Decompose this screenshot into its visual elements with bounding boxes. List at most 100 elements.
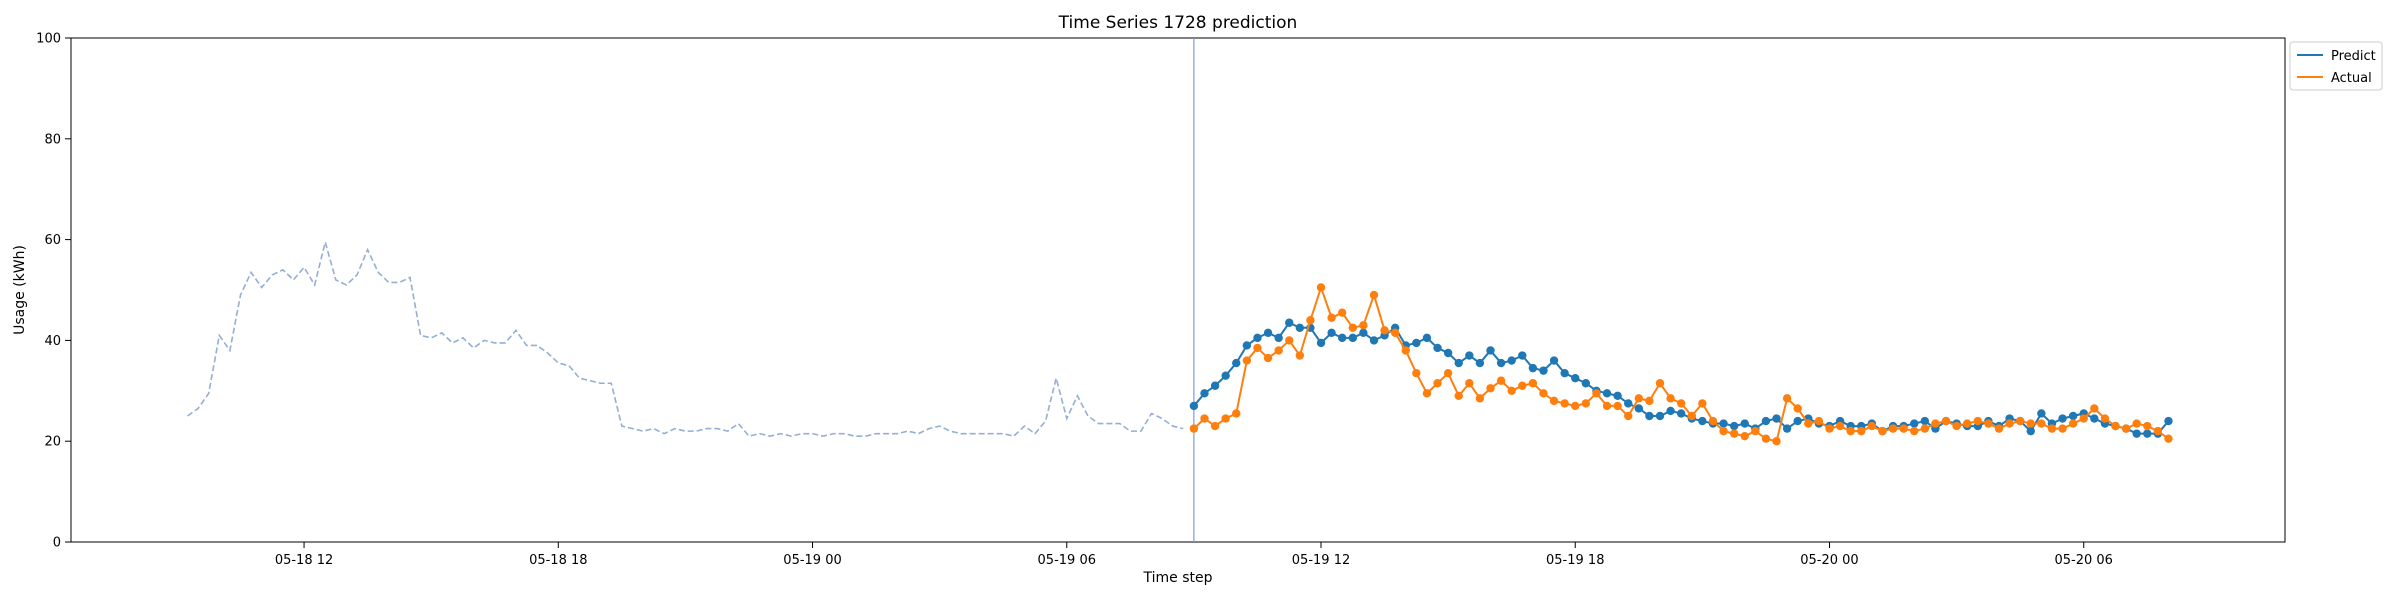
data-point-actual bbox=[1412, 368, 1421, 378]
data-point-predict bbox=[1263, 328, 1273, 338]
data-point-predict bbox=[1676, 409, 1686, 418]
chart-title: Time Series 1728 prediction bbox=[1058, 13, 1298, 33]
data-point-predict bbox=[1369, 336, 1379, 345]
data-point-actual bbox=[2164, 434, 2173, 443]
data-point-predict bbox=[1729, 421, 1739, 431]
data-point-predict bbox=[1454, 358, 1463, 368]
data-point-actual bbox=[1443, 368, 1453, 378]
data-point-actual bbox=[1200, 414, 1209, 423]
data-point-predict bbox=[1232, 358, 1241, 368]
data-point-actual bbox=[1496, 376, 1506, 385]
y-axis: 0 20 40 60 80 100 bbox=[36, 32, 71, 551]
data-point-actual bbox=[1422, 389, 1432, 398]
data-point-actual bbox=[1952, 421, 1961, 431]
data-point-predict bbox=[2037, 409, 2046, 418]
x-tick-label: 05-20 06 bbox=[2055, 553, 2113, 568]
data-point-actual bbox=[1295, 351, 1305, 360]
data-point-actual bbox=[1973, 416, 1982, 426]
data-point-predict bbox=[1338, 333, 1347, 343]
data-point-predict bbox=[1645, 411, 1654, 421]
data-point-actual bbox=[1221, 414, 1230, 423]
data-point-actual bbox=[2058, 424, 2067, 433]
data-point-predict bbox=[1761, 416, 1771, 426]
data-point-predict bbox=[1433, 343, 1442, 353]
x-axis: 05-18 12 05-18 18 05-19 00 05-19 06 05-19 12… bbox=[275, 542, 2113, 568]
data-point-predict bbox=[1496, 358, 1506, 368]
data-point-actual bbox=[1285, 336, 1294, 345]
y-tick-label: 100 bbox=[36, 32, 61, 47]
data-point-actual bbox=[1888, 424, 1898, 433]
history-layer bbox=[187, 238, 1184, 438]
data-point-actual bbox=[1549, 396, 1559, 406]
data-point-actual bbox=[1528, 379, 1538, 388]
data-point-actual bbox=[1454, 391, 1463, 401]
data-point-actual bbox=[1210, 421, 1220, 431]
data-point-actual bbox=[1539, 389, 1548, 398]
y-tick-label: 80 bbox=[44, 132, 61, 147]
data-point-predict bbox=[1221, 371, 1230, 380]
data-point-predict bbox=[1920, 416, 1930, 426]
data-point-predict bbox=[2143, 429, 2152, 438]
data-point-actual bbox=[1846, 426, 1855, 436]
data-point-predict bbox=[1359, 328, 1368, 338]
data-point-actual bbox=[1825, 424, 1834, 433]
data-point-predict bbox=[1507, 356, 1516, 365]
data-point-predict bbox=[1465, 351, 1474, 360]
data-point-predict bbox=[2164, 416, 2173, 426]
data-point-predict bbox=[1242, 341, 1252, 350]
y-axis-label: Usage (kWh) bbox=[12, 245, 28, 335]
data-point-actual bbox=[1189, 424, 1199, 433]
data-point-actual bbox=[1380, 326, 1389, 335]
data-point-predict bbox=[1740, 419, 1749, 428]
series-actual bbox=[1189, 283, 2173, 446]
data-point-predict bbox=[1316, 338, 1326, 348]
data-point-actual bbox=[2015, 416, 2025, 426]
data-point-actual bbox=[1369, 290, 1379, 300]
data-point-actual bbox=[1772, 437, 1781, 446]
data-point-actual bbox=[1729, 429, 1739, 438]
data-point-actual bbox=[1835, 421, 1845, 431]
data-point-actual bbox=[1232, 409, 1241, 418]
data-point-predict bbox=[1655, 411, 1665, 421]
data-point-predict bbox=[1782, 424, 1792, 433]
data-point-actual bbox=[1963, 419, 1972, 428]
data-point-actual bbox=[1327, 313, 1336, 322]
data-point-predict bbox=[1518, 351, 1527, 360]
data-point-actual bbox=[1274, 346, 1283, 355]
data-point-actual bbox=[1687, 411, 1696, 421]
data-point-actual bbox=[1592, 389, 1601, 398]
data-point-actual bbox=[1666, 394, 1675, 403]
data-point-actual bbox=[1507, 386, 1516, 395]
data-point-predict bbox=[2026, 426, 2035, 436]
data-point-predict bbox=[1624, 399, 1633, 408]
data-point-actual bbox=[1475, 394, 1485, 403]
data-point-actual bbox=[2026, 419, 2035, 428]
plot-frame bbox=[70, 37, 2286, 543]
data-point-actual bbox=[1613, 401, 1622, 411]
data-point-actual bbox=[2153, 426, 2163, 436]
data-point-actual bbox=[2047, 424, 2057, 433]
data-point-actual bbox=[1433, 379, 1442, 388]
x-tick-label: 05-18 12 bbox=[275, 553, 333, 568]
data-point-actual bbox=[1359, 321, 1368, 330]
data-point-actual bbox=[1560, 399, 1569, 408]
data-point-predict bbox=[1910, 419, 1919, 428]
data-point-actual bbox=[1857, 426, 1866, 436]
data-point-predict bbox=[1719, 419, 1728, 428]
data-point-actual bbox=[1782, 394, 1792, 403]
data-point-actual bbox=[1698, 399, 1707, 408]
data-point-predict bbox=[2132, 429, 2141, 438]
data-point-actual bbox=[1984, 419, 1993, 428]
data-point-predict bbox=[1528, 363, 1538, 373]
data-point-predict bbox=[1253, 333, 1262, 343]
x-tick-label: 05-18 18 bbox=[529, 553, 587, 568]
data-point-actual bbox=[2037, 419, 2046, 428]
data-point-actual bbox=[1486, 384, 1495, 393]
data-point-actual bbox=[1348, 323, 1357, 332]
data-point-actual bbox=[1899, 424, 1908, 433]
data-point-predict bbox=[1475, 358, 1485, 368]
legend: Predict Actual bbox=[2289, 41, 2383, 91]
